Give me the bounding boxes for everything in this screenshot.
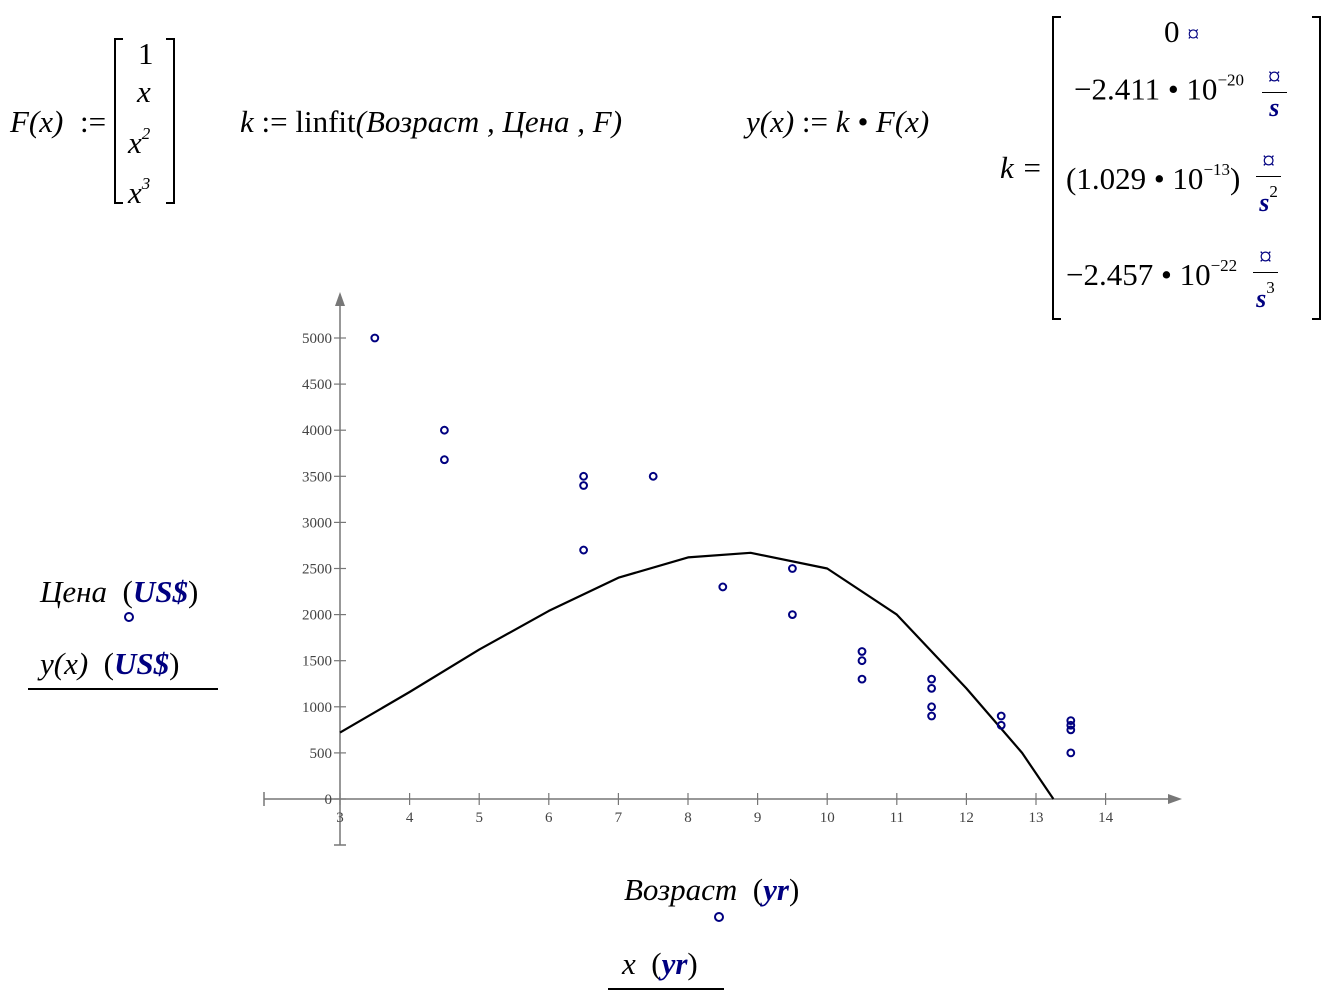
f-vector-left-bracket	[114, 38, 123, 204]
f-vector-entry-2: x	[137, 74, 151, 109]
fit-curve-layer	[339, 551, 1055, 800]
y-tick-label: 4000	[302, 423, 332, 439]
y-tick-label: 3000	[302, 515, 332, 531]
f-vector-entry-4: x3	[128, 174, 151, 210]
x-tick-label: 7	[615, 810, 623, 826]
x-tick-label: 3	[336, 810, 344, 826]
k-def-func: linfit	[295, 104, 356, 139]
f-def-lhs: F(x)	[10, 104, 64, 139]
data-point	[996, 711, 1006, 721]
y-legend-line-sample	[28, 688, 218, 690]
y-definition[interactable]: y(x) := k • F(x)	[746, 104, 929, 140]
data-point	[996, 720, 1006, 730]
data-point	[1066, 720, 1076, 730]
y-tick-label: 0	[325, 792, 333, 808]
currency-icon: ¤	[1261, 62, 1287, 93]
data-point	[1066, 716, 1076, 726]
x-tick-label: 6	[545, 810, 553, 826]
data-point	[1066, 748, 1076, 758]
fit-curve-y-of-x	[339, 551, 1055, 800]
x-tick-label: 13	[1029, 810, 1044, 826]
y-tick-label: 500	[310, 746, 333, 762]
k-result[interactable]: k = 0 ¤ −2.411 • 10−20 ¤ s (1.029 • 10−1…	[1000, 12, 1330, 324]
f-def-assign: :=	[80, 104, 107, 139]
x-tick-label: 12	[959, 810, 974, 826]
data-point	[927, 702, 936, 712]
y-def-lhs: y(x)	[746, 104, 795, 139]
y-tick-label: 4500	[302, 377, 332, 393]
y-legend-marker-circle	[124, 612, 134, 622]
y-def-assign: :=	[801, 104, 829, 139]
f-vector-entry-3: x2	[128, 124, 151, 160]
y-tick-label: 1500	[302, 654, 332, 670]
x-legend-entry-2: x (yr)	[622, 946, 698, 981]
x-tick-label: 8	[684, 810, 692, 826]
x-tick-label: 9	[754, 810, 762, 826]
x-axis-legend[interactable]: Возраст (yr) x (yr)	[608, 872, 828, 994]
x-tick-label: 10	[820, 810, 835, 826]
data-point	[370, 333, 380, 343]
currency-icon: ¤	[1252, 242, 1278, 273]
data-point	[927, 674, 936, 684]
data-point	[788, 564, 797, 573]
data-point	[440, 455, 449, 465]
x-legend-entry-1: Возраст (yr)	[624, 872, 800, 907]
data-point	[857, 656, 867, 666]
data-point	[857, 674, 867, 684]
k-row-1: 0 ¤	[1164, 14, 1200, 49]
x-tick-label: 14	[1098, 810, 1114, 826]
f-vector-right-bracket	[166, 38, 175, 204]
currency-icon: ¤	[1187, 22, 1200, 48]
k-def-lhs: k	[240, 104, 254, 139]
currency-icon: ¤	[1256, 146, 1282, 177]
data-point	[857, 647, 867, 656]
y-tick-label: 2000	[302, 608, 332, 624]
data-point	[579, 545, 588, 555]
x-legend-line-sample	[608, 988, 724, 990]
x-tick-label: 4	[406, 810, 414, 826]
data-point	[579, 481, 588, 490]
y-legend-entry-1: Цена (US$)	[40, 574, 199, 609]
y-axis-legend[interactable]: Цена (US$) y(x) (US$)	[28, 570, 220, 692]
x-legend-marker-circle	[714, 912, 724, 922]
y-axis-arrow-icon	[335, 292, 345, 306]
data-point	[927, 683, 936, 693]
x-tick-label: 5	[475, 810, 483, 826]
k-result-right-bracket	[1312, 16, 1321, 320]
data-point	[440, 425, 449, 435]
k-row-4: −2.457 • 10−22 ¤ s3	[1066, 242, 1278, 314]
x-tick-label: 11	[890, 810, 904, 826]
y-legend-entry-2: y(x) (US$)	[40, 646, 180, 681]
f-definition[interactable]: F(x) := 1 x x2 x3	[10, 36, 190, 210]
y-tick-label: 1000	[302, 700, 332, 716]
plot-axes: 3 4 5 6 7 8 9 10 11 12 13 14 0 500 1000 1500 2000 2500 300…	[263, 292, 1182, 846]
k-definition[interactable]: k := linfit(Возраст , Цена , F)	[240, 104, 622, 140]
data-point	[718, 582, 728, 592]
k-def-assign: :=	[261, 104, 288, 139]
y-tick-label: 2500	[302, 562, 332, 578]
y-tick-label: 3500	[302, 469, 332, 485]
k-row-3: (1.029 • 10−13) ¤ s2	[1066, 146, 1282, 218]
data-point	[648, 471, 658, 481]
x-axis-arrow-icon	[1168, 794, 1182, 804]
f-vector-entry-1: 1	[138, 36, 154, 71]
data-point	[788, 610, 797, 619]
data-points-layer	[370, 333, 1076, 758]
f-vector-exp-3: 3	[141, 174, 151, 193]
y-def-rhs: k • F(x)	[835, 104, 930, 139]
k-def-args: (Возраст , Цена , F)	[355, 104, 623, 139]
f-vector-exp-2: 2	[141, 124, 151, 143]
y-tick-label: 5000	[302, 331, 332, 347]
k-result-left-bracket	[1052, 16, 1061, 320]
data-point	[579, 471, 588, 481]
data-point	[1066, 725, 1076, 735]
k-row-2: −2.411 • 10−20 ¤ s	[1074, 62, 1287, 123]
k-result-lhs: k =	[1000, 150, 1043, 185]
data-point	[927, 711, 936, 721]
